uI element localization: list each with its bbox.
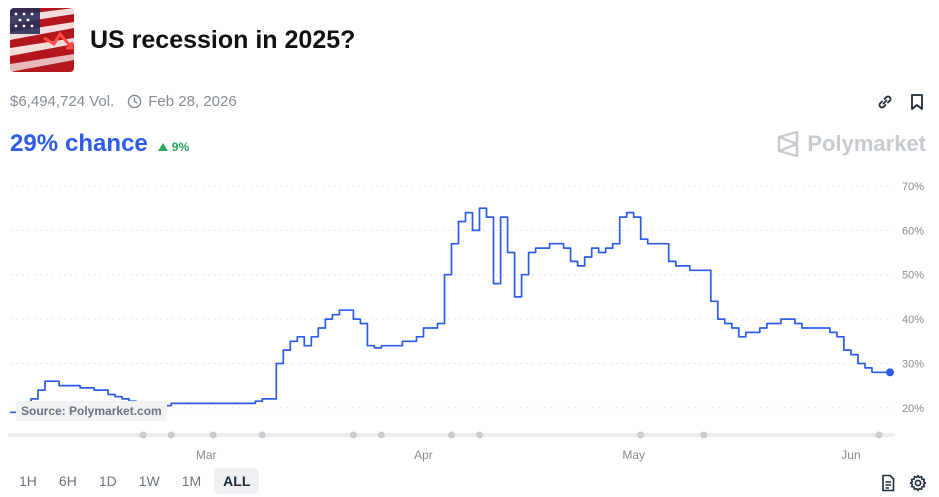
current-point — [886, 368, 894, 377]
scrubber-dot[interactable] — [637, 431, 645, 439]
chart-actions — [879, 474, 927, 492]
meta-actions — [875, 92, 927, 112]
range-1m[interactable]: 1M — [181, 473, 202, 489]
y-tick-label: 50% — [902, 270, 924, 282]
scrubber-dot[interactable] — [875, 431, 883, 439]
x-tick-label: Mar — [196, 448, 217, 462]
scrubber-dot[interactable] — [349, 431, 357, 439]
series-line — [10, 207, 893, 414]
x-tick-label: May — [622, 448, 645, 462]
scrubber-dot[interactable] — [448, 431, 455, 439]
chart-series — [10, 207, 894, 414]
scrubber-dot[interactable] — [209, 431, 217, 439]
range-1h[interactable]: 1H — [19, 473, 37, 489]
brand-name: Polymarket — [807, 131, 926, 156]
scrubber-dot[interactable] — [377, 431, 385, 439]
x-tick-label: Jun — [841, 448, 860, 462]
price-chart[interactable]: 20% 30% 40% 50% 60% 70% Mar Apr May Jun — [0, 170, 939, 470]
time-range-selector: 1H 6H 1D 1W 1M ALL — [10, 468, 260, 494]
polymarket-logo — [778, 131, 799, 157]
range-1d[interactable]: 1D — [98, 473, 117, 489]
chance-label: chance — [65, 130, 148, 157]
volume-text: $6,494,724 Vol. — [10, 93, 115, 110]
scrubber-dot[interactable] — [476, 431, 484, 439]
y-tick-label: 30% — [902, 358, 924, 370]
range-1w[interactable]: 1W — [138, 473, 160, 489]
link-icon[interactable] — [875, 92, 895, 112]
x-axis-ticks: Mar Apr May Jun — [196, 448, 861, 462]
scrubber-dot[interactable] — [258, 431, 266, 439]
change-value: 9% — [171, 140, 190, 154]
y-tick-label: 60% — [902, 225, 924, 237]
bookmark-icon[interactable] — [907, 92, 927, 112]
change-badge: 9% — [157, 140, 190, 154]
chart-scrubber[interactable] — [8, 431, 895, 439]
market-header — [10, 8, 74, 72]
chart-grid — [10, 185, 893, 409]
scrubber-dot[interactable] — [700, 431, 708, 439]
range-all[interactable]: ALL — [214, 468, 260, 494]
clock-icon — [127, 94, 142, 109]
chance-display: 29% chance 9% — [10, 130, 189, 158]
scrubber-dot[interactable] — [139, 431, 147, 439]
y-tick-label: 20% — [902, 403, 924, 415]
source-label: Source: Polymarket.com — [16, 401, 167, 421]
y-tick-label: 70% — [902, 181, 924, 193]
end-date-text: Feb 28, 2026 — [148, 93, 237, 110]
us-flag-thumbnail — [10, 8, 74, 72]
range-6h[interactable]: 6H — [58, 473, 77, 489]
polymarket-brand: Polymarket — [777, 131, 926, 157]
scrubber-dot[interactable] — [167, 431, 175, 439]
market-title: US recession in 2025? — [90, 26, 356, 54]
x-tick-label: Apr — [414, 448, 433, 462]
y-axis-ticks: 20% 30% 40% 50% 60% 70% — [902, 181, 924, 415]
document-icon[interactable] — [879, 474, 897, 492]
up-arrow-icon — [157, 143, 168, 151]
y-tick-label: 40% — [902, 314, 924, 326]
gear-icon[interactable] — [909, 474, 927, 492]
chance-value: 29% — [10, 130, 59, 157]
market-meta: $6,494,724 Vol. Feb 28, 2026 — [10, 93, 237, 110]
